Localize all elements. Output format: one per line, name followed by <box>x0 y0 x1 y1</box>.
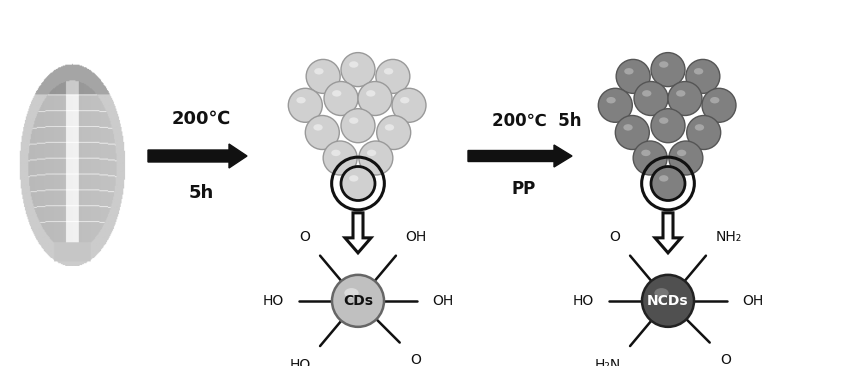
Ellipse shape <box>642 90 652 97</box>
Ellipse shape <box>659 61 669 68</box>
Circle shape <box>686 59 720 93</box>
Circle shape <box>634 82 668 116</box>
Ellipse shape <box>677 150 686 156</box>
Ellipse shape <box>332 90 341 97</box>
Ellipse shape <box>659 117 669 124</box>
Ellipse shape <box>400 97 409 104</box>
Circle shape <box>616 116 649 149</box>
Circle shape <box>651 53 685 87</box>
FancyArrow shape <box>148 144 247 168</box>
Text: 200℃  5h: 200℃ 5h <box>493 112 582 130</box>
Text: O: O <box>300 230 311 244</box>
Ellipse shape <box>676 90 685 97</box>
Circle shape <box>306 59 340 93</box>
Ellipse shape <box>624 68 633 75</box>
Circle shape <box>288 88 322 122</box>
Text: O: O <box>410 353 421 366</box>
Circle shape <box>376 116 411 149</box>
Text: OH: OH <box>742 294 763 308</box>
Text: HO: HO <box>289 358 311 366</box>
Ellipse shape <box>642 150 651 156</box>
Ellipse shape <box>606 97 616 104</box>
Circle shape <box>668 82 702 116</box>
Ellipse shape <box>710 97 719 104</box>
Ellipse shape <box>344 288 359 298</box>
Ellipse shape <box>367 150 376 156</box>
Circle shape <box>392 88 426 122</box>
Text: NH₂: NH₂ <box>716 230 742 244</box>
Ellipse shape <box>623 124 632 131</box>
Circle shape <box>599 88 632 122</box>
Ellipse shape <box>366 90 376 97</box>
Text: 5h: 5h <box>189 184 214 202</box>
Circle shape <box>651 109 685 143</box>
Circle shape <box>332 275 384 327</box>
Ellipse shape <box>694 68 703 75</box>
Text: OH: OH <box>406 230 427 244</box>
Circle shape <box>341 167 375 201</box>
Circle shape <box>341 109 375 143</box>
Ellipse shape <box>385 124 394 131</box>
Ellipse shape <box>349 61 359 68</box>
Circle shape <box>669 141 703 175</box>
Ellipse shape <box>296 97 306 104</box>
Circle shape <box>702 88 736 122</box>
Text: NCDs: NCDs <box>647 294 689 308</box>
Text: H₂N: H₂N <box>594 358 621 366</box>
Text: HO: HO <box>263 294 284 308</box>
Circle shape <box>358 82 392 116</box>
Circle shape <box>306 116 339 149</box>
Text: HO: HO <box>573 294 594 308</box>
Text: CDs: CDs <box>343 294 373 308</box>
Ellipse shape <box>384 68 393 75</box>
Ellipse shape <box>349 175 359 182</box>
Circle shape <box>376 59 410 93</box>
Ellipse shape <box>654 288 669 298</box>
Circle shape <box>651 167 685 201</box>
Circle shape <box>616 59 650 93</box>
Ellipse shape <box>331 150 340 156</box>
Circle shape <box>341 53 375 87</box>
Ellipse shape <box>659 175 669 182</box>
Circle shape <box>642 275 694 327</box>
Circle shape <box>323 141 357 175</box>
Circle shape <box>633 141 667 175</box>
Circle shape <box>687 116 721 149</box>
Circle shape <box>324 82 358 116</box>
Ellipse shape <box>314 68 323 75</box>
Text: 200℃: 200℃ <box>172 110 231 128</box>
Polygon shape <box>345 213 371 253</box>
Text: O: O <box>720 353 731 366</box>
Text: O: O <box>610 230 621 244</box>
Text: OH: OH <box>432 294 453 308</box>
Polygon shape <box>655 213 681 253</box>
Ellipse shape <box>349 117 359 124</box>
FancyArrow shape <box>468 145 572 167</box>
Text: PP: PP <box>512 180 536 198</box>
Ellipse shape <box>313 124 322 131</box>
Ellipse shape <box>695 124 704 131</box>
Circle shape <box>359 141 393 175</box>
